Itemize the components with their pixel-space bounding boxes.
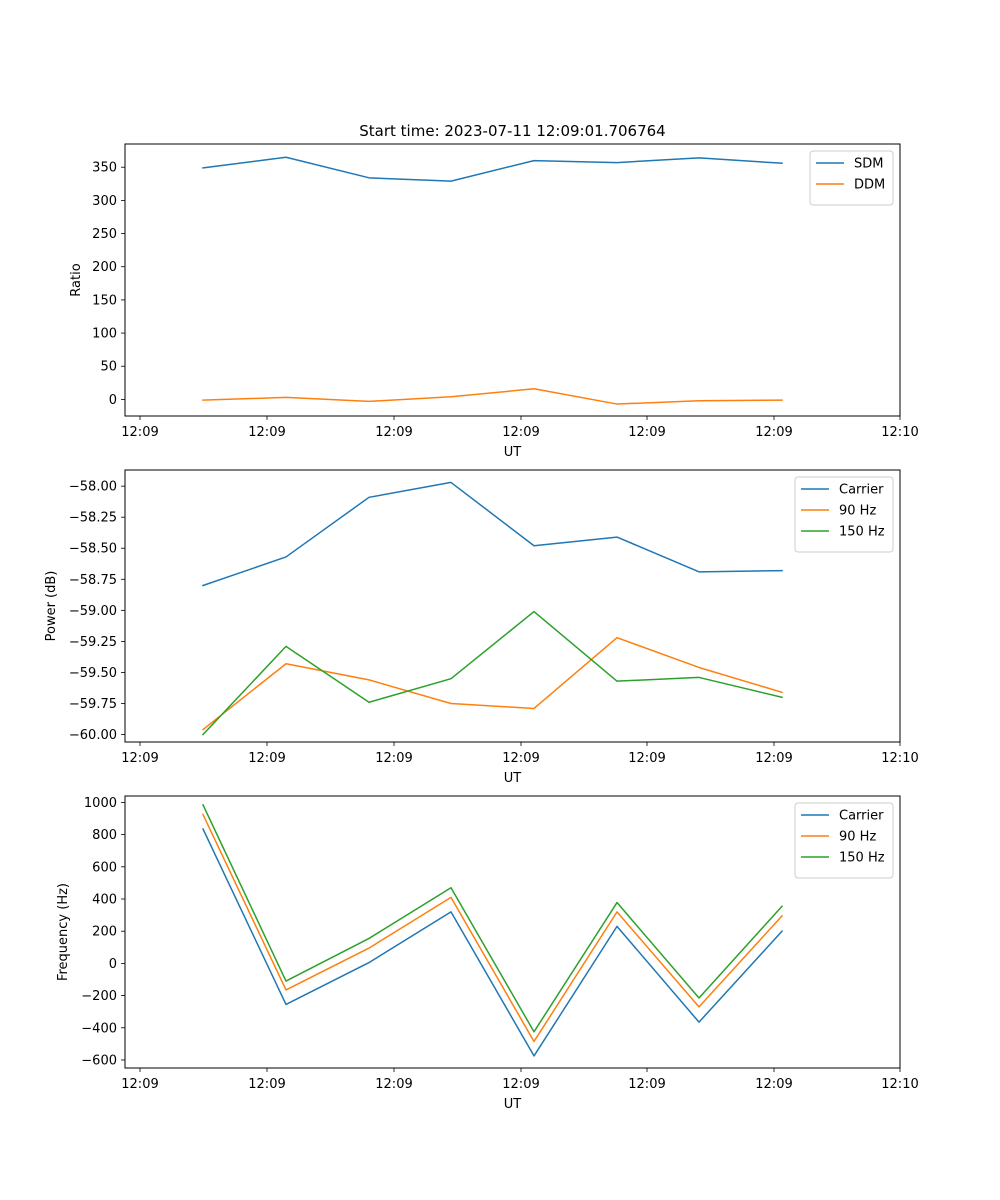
legend-label: Carrier xyxy=(839,483,884,498)
x-tick-label: 12:09 xyxy=(628,751,665,766)
legend-box xyxy=(794,802,894,879)
y-tick-label: 200 xyxy=(92,260,117,275)
series-line-carrier xyxy=(202,481,783,587)
x-tick-label: 12:09 xyxy=(502,1077,539,1092)
y-tick-label: −59.75 xyxy=(69,697,117,712)
y-tick-label: 350 xyxy=(92,161,117,176)
y-tick-label: −58.25 xyxy=(69,511,117,526)
x-axis-label: UT xyxy=(504,1097,522,1112)
y-tick-label: −400 xyxy=(81,1021,117,1036)
axes-frame xyxy=(124,143,901,417)
y-tick-label: 150 xyxy=(92,293,117,308)
x-tick-label: 12:10 xyxy=(881,425,918,440)
x-tick-label: 12:09 xyxy=(375,425,412,440)
series-line-90-hz xyxy=(202,813,784,1043)
y-tick-label: 600 xyxy=(92,860,117,875)
series-line-ddm xyxy=(202,388,783,405)
y-tick-label: 1000 xyxy=(84,796,117,811)
x-tick-label: 12:09 xyxy=(502,425,539,440)
x-tick-label: 12:09 xyxy=(375,1077,412,1092)
axes-frame xyxy=(124,795,901,1069)
x-tick-label: 12:10 xyxy=(881,751,918,766)
subplot-1: 12:09 12:09 12:09 12:09 12:09 12:09 12:10 0 50 10… xyxy=(69,122,919,460)
y-axis-label: Frequency (Hz) xyxy=(56,883,71,981)
legend-label: 150 Hz xyxy=(839,525,885,540)
y-tick-label: −58.75 xyxy=(69,573,117,588)
y-tick-label: 50 xyxy=(100,360,117,375)
x-tick-label: 12:09 xyxy=(248,751,285,766)
y-tick-label: 800 xyxy=(92,828,117,843)
x-tick-label: 12:09 xyxy=(121,751,158,766)
y-tick-label: −200 xyxy=(81,989,117,1004)
y-tick-label: −60.00 xyxy=(69,728,117,743)
x-tick-label: 12:09 xyxy=(121,425,158,440)
y-tick-label: 0 xyxy=(109,393,117,408)
y-tick-label: 400 xyxy=(92,893,117,908)
y-tick-label: 200 xyxy=(92,925,117,940)
legend-label: Carrier xyxy=(839,809,884,824)
axes-frame xyxy=(124,469,901,743)
y-tick-label: −59.00 xyxy=(69,604,117,619)
y-tick-label: 300 xyxy=(92,194,117,209)
y-tick-label: 250 xyxy=(92,227,117,242)
y-tick-label: −58.50 xyxy=(69,542,117,557)
legend-label: 90 Hz xyxy=(839,504,876,519)
legend-label: SDM xyxy=(854,157,883,172)
y-tick-label: −59.25 xyxy=(69,635,117,650)
x-tick-label: 12:09 xyxy=(628,1077,665,1092)
x-tick-label: 12:09 xyxy=(121,1077,158,1092)
series-line-sdm xyxy=(202,156,783,182)
y-axis-label: Power (dB) xyxy=(44,571,59,642)
y-tick-label: −600 xyxy=(81,1053,117,1068)
legend: Carrier 90 Hz 150 Hz xyxy=(794,802,894,879)
x-axis-label: UT xyxy=(504,771,522,786)
y-tick-label: −59.50 xyxy=(69,666,117,681)
x-tick-label: 12:09 xyxy=(502,751,539,766)
x-tick-label: 12:09 xyxy=(628,425,665,440)
series-line-150-hz xyxy=(202,803,784,1033)
subplot-3: 12:09 12:09 12:09 12:09 12:09 12:09 12:10 −600 −… xyxy=(56,795,919,1112)
legend-box xyxy=(794,476,894,553)
legend-label: 90 Hz xyxy=(839,830,876,845)
series-line-carrier xyxy=(202,827,784,1057)
x-tick-label: 12:09 xyxy=(755,1077,792,1092)
y-tick-label: −58.00 xyxy=(69,480,117,495)
x-axis-label: UT xyxy=(504,445,522,460)
legend-label: DDM xyxy=(854,178,885,193)
y-axis-label: Ratio xyxy=(69,263,84,296)
x-tick-label: 12:09 xyxy=(248,1077,285,1092)
subplot-2: 12:09 12:09 12:09 12:09 12:09 12:09 12:10 −60.0… xyxy=(44,469,919,786)
x-tick-label: 12:09 xyxy=(248,425,285,440)
x-tick-label: 12:09 xyxy=(375,751,412,766)
chart-title: Start time: 2023-07-11 12:09:01.706764 xyxy=(359,122,665,140)
legend: Carrier 90 Hz 150 Hz xyxy=(794,476,894,553)
legend-label: 150 Hz xyxy=(839,851,885,866)
legend: SDM DDM xyxy=(809,150,894,206)
y-tick-label: 0 xyxy=(109,957,117,972)
plots: 12:09 12:09 12:09 12:09 12:09 12:09 12:10 0 50 10… xyxy=(44,122,919,1112)
x-tick-label: 12:10 xyxy=(881,1077,918,1092)
legend-box xyxy=(809,150,894,206)
x-tick-label: 12:09 xyxy=(755,425,792,440)
x-tick-label: 12:09 xyxy=(755,751,792,766)
y-tick-label: 100 xyxy=(92,327,117,342)
series-line-90-hz xyxy=(201,636,783,731)
series-line-150-hz xyxy=(201,610,783,736)
